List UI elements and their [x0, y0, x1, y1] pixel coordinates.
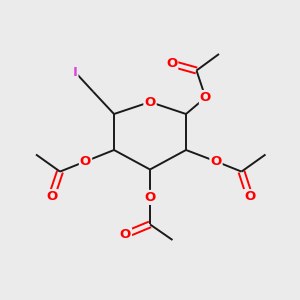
Text: O: O [200, 91, 211, 104]
Text: I: I [73, 65, 77, 79]
Text: O: O [120, 228, 131, 241]
Text: O: O [144, 191, 156, 204]
Text: O: O [210, 155, 222, 168]
Text: O: O [166, 57, 177, 70]
Text: O: O [46, 190, 57, 203]
Text: O: O [244, 190, 255, 203]
Text: O: O [144, 95, 156, 109]
Text: O: O [80, 155, 91, 168]
